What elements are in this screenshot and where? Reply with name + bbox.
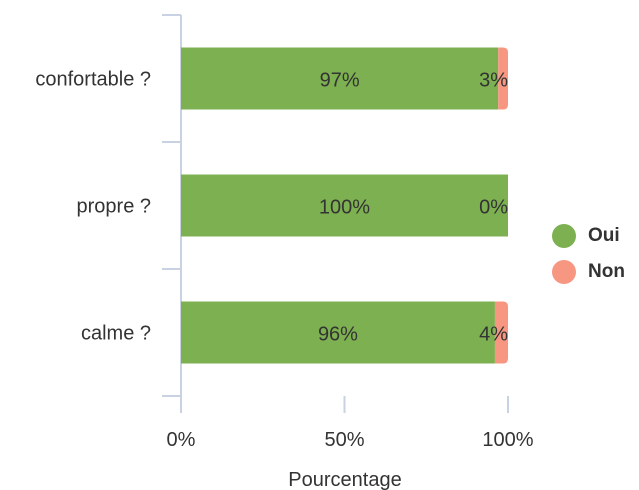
bar-segment-non — [494, 301, 508, 364]
category-label: calme ? — [81, 323, 151, 345]
data-label: 0% — [479, 197, 508, 219]
data-label: 4% — [479, 324, 508, 346]
bars — [181, 47, 508, 364]
legend-swatch-oui — [552, 224, 576, 248]
legend-item-non[interactable]: Non — [552, 254, 625, 290]
x-tick-label: 50% — [324, 429, 364, 451]
data-labels: 97% 3% 100% 0% 96% 4% — [318, 70, 508, 346]
bar-segment-oui — [181, 174, 508, 237]
data-label: 100% — [319, 197, 370, 219]
legend-label-non: Non — [588, 261, 625, 282]
legend: Oui Non — [552, 218, 625, 290]
axes: 0% 50% 100% confortable ? propre ? calme ? — [35, 14, 534, 451]
bar-segment-oui — [181, 47, 499, 110]
category-label: confortable ? — [35, 69, 151, 91]
category-label: propre ? — [77, 196, 152, 218]
data-label: 96% — [318, 324, 358, 346]
x-tick-label: 0% — [167, 429, 196, 451]
bar-segment-non — [498, 47, 508, 110]
bar-segment-oui — [181, 301, 495, 364]
legend-item-oui[interactable]: Oui — [552, 218, 625, 254]
data-label: 3% — [479, 70, 508, 92]
legend-swatch-non — [552, 260, 576, 284]
legend-label-oui: Oui — [588, 225, 620, 246]
x-axis-title: Pourcentage — [288, 469, 401, 490]
x-tick-label: 100% — [482, 429, 533, 451]
data-label: 97% — [320, 70, 360, 92]
